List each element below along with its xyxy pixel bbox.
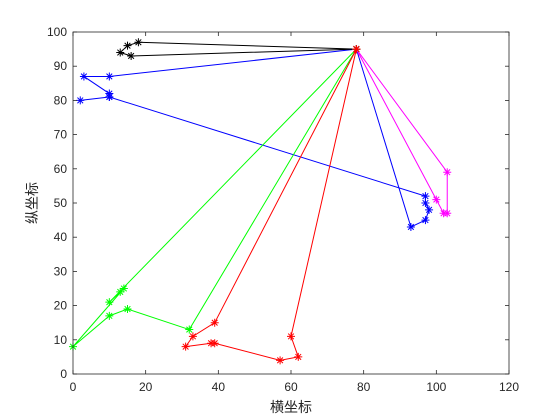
data-point <box>76 96 85 105</box>
series-2-line <box>119 41 357 57</box>
data-point <box>123 305 132 314</box>
data-point <box>105 89 114 98</box>
data-point <box>119 284 128 293</box>
data-point <box>207 339 216 348</box>
y-tick-label: 50 <box>54 196 68 210</box>
data-point <box>127 51 136 60</box>
data-point <box>421 199 430 207</box>
plot-area <box>73 32 509 374</box>
x-axis-label: 横坐标 <box>270 400 312 416</box>
y-tick-label: 40 <box>54 230 68 244</box>
data-point <box>116 48 125 57</box>
data-point <box>123 41 132 50</box>
data-point <box>432 195 441 204</box>
data-point <box>116 287 125 296</box>
y-tick-label: 10 <box>54 333 68 347</box>
data-point <box>105 72 114 81</box>
y-tick-label: 100 <box>47 25 67 39</box>
data-point <box>134 38 143 47</box>
data-point <box>439 209 448 218</box>
data-point <box>443 168 452 177</box>
x-tick-label: 120 <box>499 380 519 394</box>
data-point <box>421 192 430 201</box>
data-point <box>105 311 114 320</box>
y-tick-label: 90 <box>54 59 68 73</box>
data-point <box>181 342 190 351</box>
y-tick-label: 0 <box>60 367 67 381</box>
y-tick-label: 60 <box>54 162 68 176</box>
x-tick-label: 0 <box>70 380 77 394</box>
y-tick-label: 20 <box>54 299 68 313</box>
data-point <box>185 325 194 334</box>
y-tick-label: 30 <box>54 264 68 278</box>
data-point <box>188 332 197 341</box>
data-point <box>105 298 114 307</box>
y-tick-label: 70 <box>54 128 68 142</box>
x-tick-label: 60 <box>284 380 298 394</box>
y-axis-label: 纵坐标 <box>25 182 41 224</box>
data-point <box>294 352 303 361</box>
data-point <box>79 72 88 81</box>
x-tick-label: 20 <box>139 380 153 394</box>
data-point <box>421 216 430 225</box>
data-point <box>352 45 361 54</box>
data-point <box>276 356 285 365</box>
data-point <box>406 222 415 231</box>
y-tick-label: 80 <box>54 93 68 107</box>
data-point <box>425 205 434 214</box>
x-tick-label: 80 <box>357 380 371 394</box>
data-point <box>287 332 295 341</box>
data-point <box>210 318 219 327</box>
axes-layer: 0 20 40 60 80 100 120 0 10 20 30 40 50 60 70 80 90 100 <box>47 25 519 394</box>
series-5 <box>181 45 361 365</box>
x-tick-label: 40 <box>212 380 226 394</box>
x-tick-label: 100 <box>426 380 446 394</box>
